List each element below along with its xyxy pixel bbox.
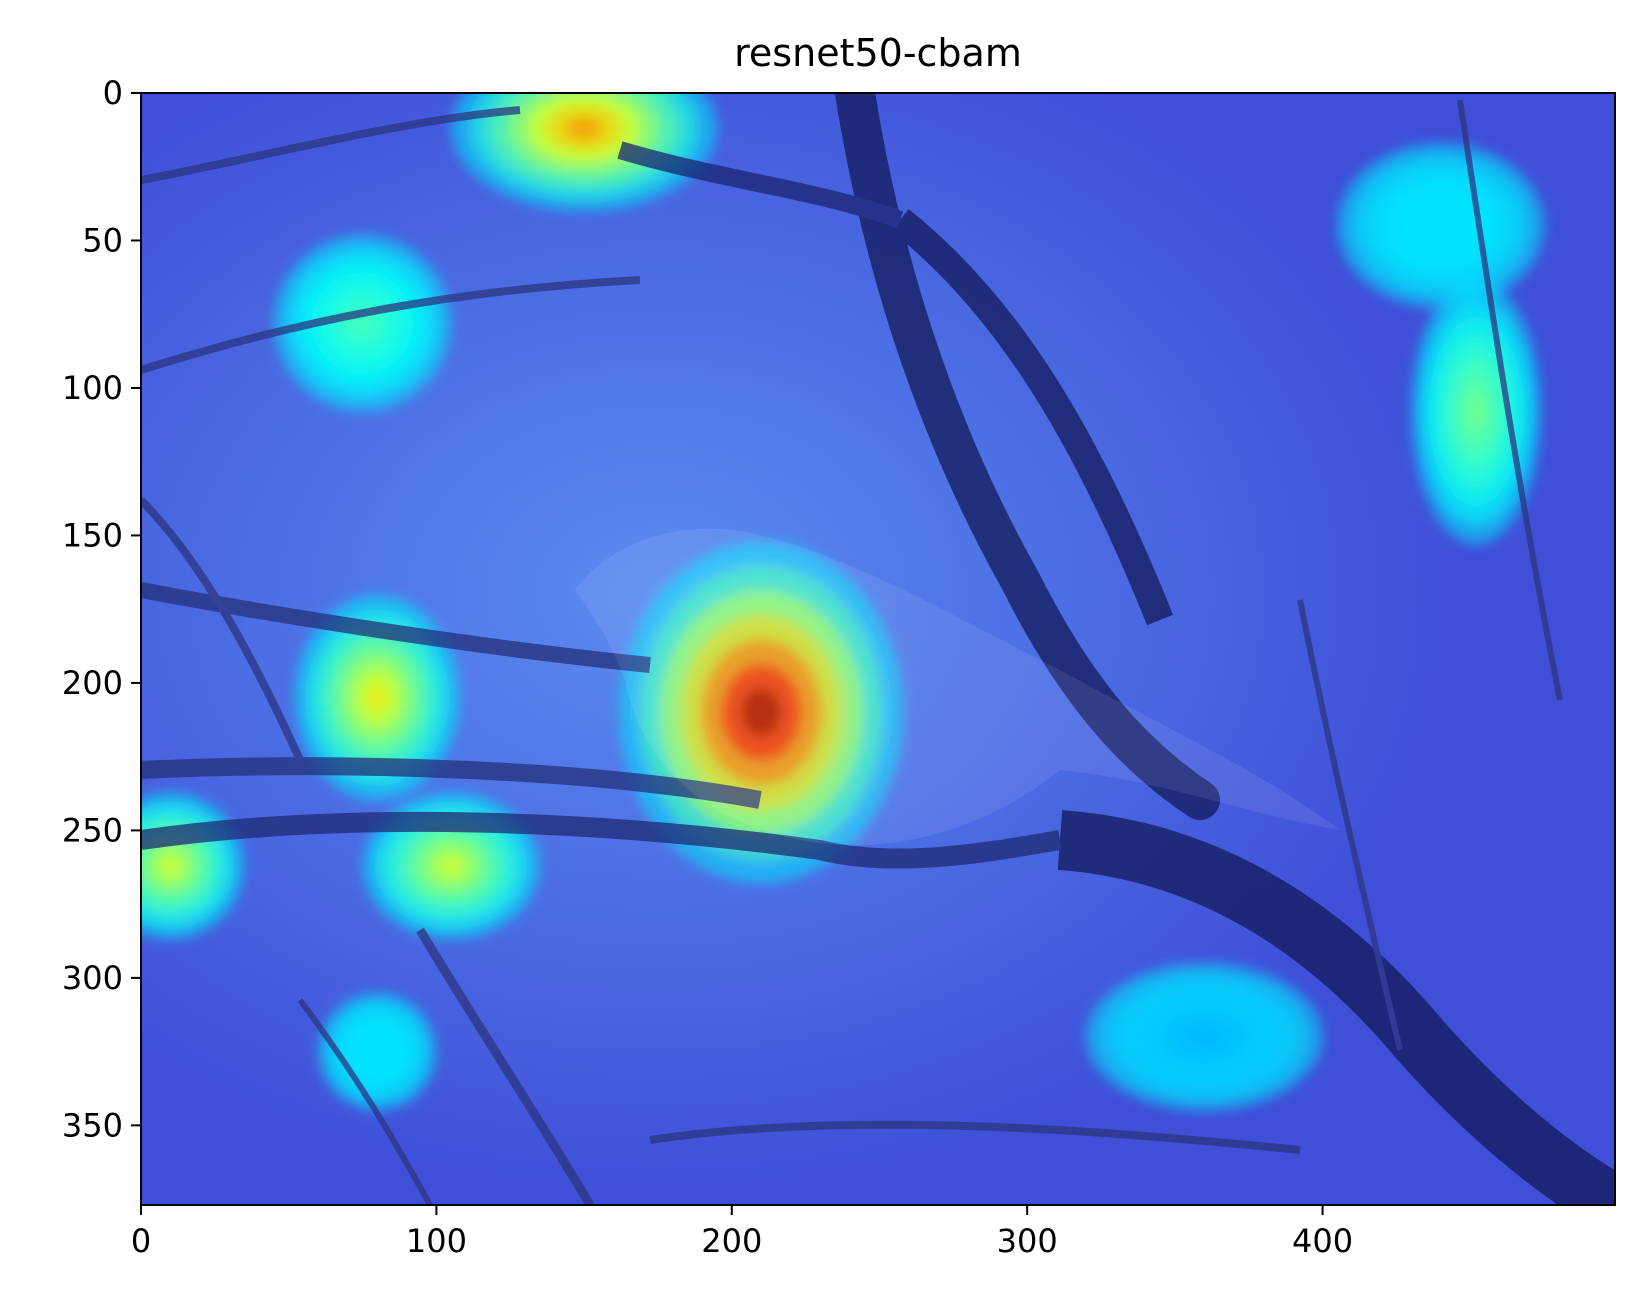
x-tick-label: 100 bbox=[406, 1222, 467, 1260]
heat-hotspot-8 bbox=[1337, 143, 1545, 309]
y-tick-label: 50 bbox=[82, 221, 123, 259]
y-tick-label: 150 bbox=[62, 516, 123, 554]
y-tick-label: 350 bbox=[62, 1106, 123, 1144]
x-axis: 0 100 200 300 400 bbox=[131, 1205, 1353, 1260]
y-tick-label: 0 bbox=[103, 74, 123, 112]
heat-hotspot-6 bbox=[273, 234, 452, 412]
heat-hotspot-3 bbox=[294, 594, 461, 801]
y-tick-label: 100 bbox=[62, 369, 123, 407]
chart-title: resnet50-cbam bbox=[734, 31, 1022, 75]
heat-hotspot-1 bbox=[619, 541, 904, 884]
heatmap-image bbox=[141, 93, 1615, 1205]
heat-hotspot-10 bbox=[1086, 963, 1323, 1111]
branch-silhouettes bbox=[141, 93, 1615, 1205]
plot-frame bbox=[140, 92, 1616, 1206]
x-tick-label: 400 bbox=[1292, 1222, 1353, 1260]
x-tick-label: 300 bbox=[997, 1222, 1058, 1260]
x-tick-label: 0 bbox=[131, 1222, 151, 1260]
x-tick-label: 200 bbox=[701, 1222, 762, 1260]
heat-hotspot-2 bbox=[451, 93, 717, 211]
y-axis: 0 50 100 150 200 250 300 350 bbox=[62, 74, 141, 1144]
y-tick-label: 250 bbox=[62, 811, 123, 849]
y-tick-label: 200 bbox=[62, 664, 123, 702]
y-tick-label: 300 bbox=[62, 959, 123, 997]
bird-silhouette bbox=[575, 528, 1340, 846]
